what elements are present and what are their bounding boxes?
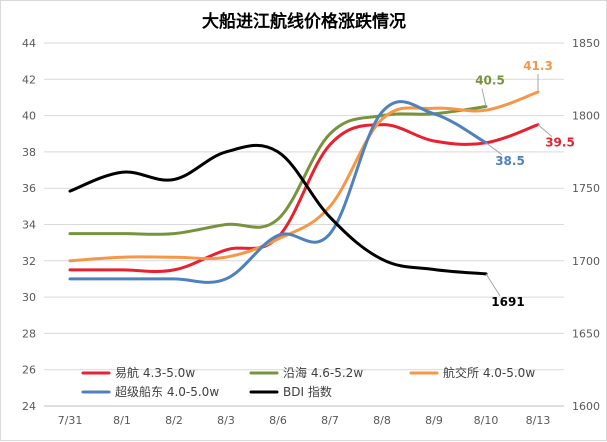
y-right-tick-label: 1800 — [572, 110, 600, 123]
end-data-label: 1691 — [491, 295, 524, 309]
y-left-tick-label: 24 — [22, 400, 36, 413]
y-axis-left: 24 26 28 30 32 34 36 38 40 42 44 — [22, 37, 36, 413]
label-leader-line — [485, 273, 501, 297]
x-tick-label: 8/3 — [217, 414, 235, 427]
y-left-tick-label: 34 — [22, 219, 36, 232]
legend-label: 超级船东 4.0-5.0w — [115, 384, 219, 399]
series-line-3 — [68, 100, 488, 284]
x-tick-label: 8/1 — [113, 414, 131, 427]
x-axis: 7/31 8/1 8/2 8/3 8/6 8/7 8/8 8/9 8/10 8/13 — [44, 405, 564, 427]
y-right-tick-label: 1850 — [572, 37, 600, 50]
legend-label: BDI 指数 — [283, 384, 332, 399]
x-tick-label: 8/10 — [474, 414, 499, 427]
label-leader-line — [485, 142, 503, 156]
x-tick-label: 8/13 — [526, 414, 551, 427]
legend-label: 航交所 4.0-5.0w — [443, 365, 535, 380]
label-leader-line — [537, 124, 553, 138]
y-left-tick-label: 42 — [22, 73, 36, 86]
legend-label: 易航 4.3-5.0w — [115, 365, 195, 380]
y-left-tick-label: 38 — [22, 146, 36, 159]
label-leader-line — [481, 88, 487, 107]
series-lines — [68, 90, 540, 284]
series-line-4 — [68, 143, 488, 276]
y-left-tick-label: 30 — [22, 291, 36, 304]
series-line-1 — [68, 105, 488, 236]
x-tick-label: 8/2 — [165, 414, 183, 427]
end-data-label: 41.3 — [523, 59, 553, 73]
series-line-0 — [68, 123, 540, 273]
y-left-tick-label: 44 — [22, 37, 36, 50]
y-left-tick-label: 26 — [22, 364, 36, 377]
data-labels: 39.5 40.5 41.3 38.5 1691 — [475, 59, 575, 309]
series-line-2 — [68, 90, 540, 263]
x-tick-label: 8/7 — [321, 414, 339, 427]
y-axis-right: 1600 1650 1700 1750 1800 1850 — [572, 37, 600, 413]
x-tick-label: 8/9 — [425, 414, 443, 427]
x-tick-label: 7/31 — [58, 414, 83, 427]
x-tick-label: 8/8 — [373, 414, 391, 427]
y-left-tick-label: 36 — [22, 182, 36, 195]
x-tick-label: 8/6 — [269, 414, 287, 427]
legend: 易航 4.3-5.0w 沿海 4.6-5.2w 航交所 4.0-5.0w 超级船东 4… — [81, 365, 535, 399]
gridlines — [44, 42, 564, 407]
y-left-tick-label: 40 — [22, 110, 36, 123]
y-left-tick-label: 32 — [22, 255, 36, 268]
y-right-tick-label: 1750 — [572, 182, 600, 195]
y-right-tick-label: 1700 — [572, 255, 600, 268]
end-data-label: 38.5 — [495, 154, 525, 168]
end-data-label: 40.5 — [475, 74, 505, 88]
chart-title: 大船进江航线价格涨跌情况 — [202, 11, 406, 32]
y-right-tick-label: 1600 — [572, 400, 600, 413]
y-right-tick-label: 1650 — [572, 327, 600, 340]
y-left-tick-label: 28 — [22, 327, 36, 340]
end-data-label: 39.5 — [545, 136, 575, 150]
legend-label: 沿海 4.6-5.2w — [283, 365, 363, 380]
